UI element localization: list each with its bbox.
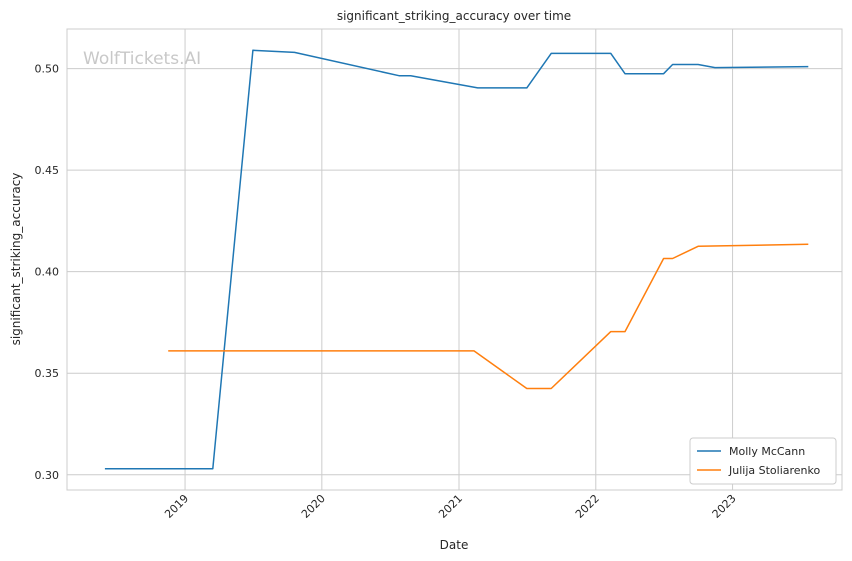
- grid: [67, 29, 842, 490]
- series-lines: [104, 49, 809, 470]
- watermark: WolfTickets.AI: [83, 49, 201, 69]
- y-axis-label: significant_striking_accuracy: [9, 173, 23, 346]
- y-tick-label: 0.30: [35, 469, 60, 482]
- y-tick-labels: 0.30 0.35 0.40 0.45 0.50: [35, 63, 60, 482]
- y-tick-label: 0.50: [35, 63, 60, 76]
- chart-title: significant_striking_accuracy over time: [337, 9, 571, 23]
- plot-area-frame: [66, 28, 843, 491]
- legend-label: Molly McCann: [729, 445, 805, 458]
- series-line-1: [104, 49, 809, 470]
- series-line-2: [168, 243, 809, 390]
- legend-box: [689, 437, 837, 485]
- legend-label: Julija Stoliarenko: [728, 464, 820, 477]
- x-axis-label: Date: [440, 538, 469, 552]
- y-tick-label: 0.40: [35, 266, 60, 279]
- y-tick-label: 0.35: [35, 367, 60, 380]
- legend: Molly McCann Julija Stoliarenko: [689, 437, 837, 485]
- y-tick-label: 0.45: [35, 164, 60, 177]
